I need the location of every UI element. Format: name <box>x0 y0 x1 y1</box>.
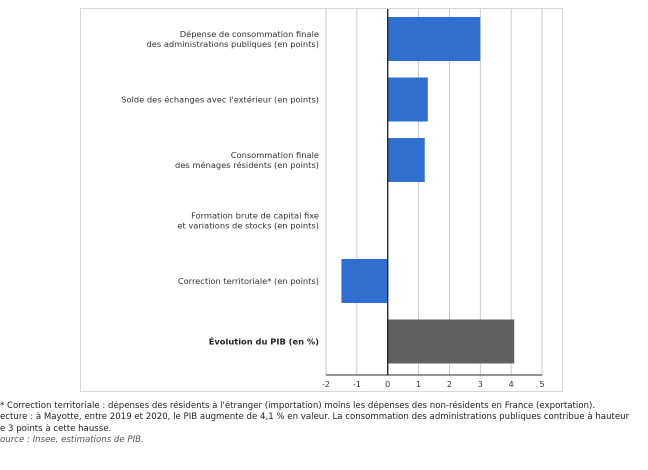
footnote-source: ource : Insee, estimations de PIB. <box>0 434 144 445</box>
footnote-correction: * Correction territoriale : dépenses des… <box>0 401 596 411</box>
x-tick-label: -2 <box>322 380 330 389</box>
footnote-correction-text: Correction territoriale : dépenses des r… <box>7 401 596 411</box>
bar-chart: -2 -1 0 1 2 3 4 5 Dépense de consommation finale… <box>121 9 545 389</box>
x-tick-label: 4 <box>509 380 514 389</box>
category-label: Solde des échanges avec l'extérieur (en … <box>121 95 319 105</box>
footnotes: * Correction territoriale : dépenses des… <box>0 401 648 446</box>
x-tick-label: 1 <box>416 380 421 389</box>
category-label: Formation brute de capital fixe et variat… <box>177 211 319 231</box>
category-label: Dépense de consommation finale des admini… <box>146 29 319 49</box>
x-tick-label: -1 <box>353 380 361 389</box>
bar <box>387 319 515 364</box>
footnote-lecture-line-1: ecture : à Mayotte, entre 2019 et 2020, … <box>0 412 630 423</box>
bar <box>341 259 388 303</box>
category-label: Correction territoriale* (en points) <box>178 276 319 286</box>
x-tick-label: 0 <box>385 380 390 389</box>
bar <box>387 17 481 61</box>
chart-frame: -2 -1 0 1 2 3 4 5 Dépense de consommation finale… <box>80 8 563 392</box>
x-tick-label: 2 <box>447 380 452 389</box>
x-tick-label: 3 <box>478 380 483 389</box>
x-tick-label: 5 <box>539 380 544 389</box>
footnote-lecture-line-2: e 3 points à cette hausse. <box>0 423 112 434</box>
category-label: Évolution du PIB (en %) <box>209 336 319 347</box>
category-label: Consommation finale des ménages résidents… <box>175 150 319 170</box>
bar <box>387 138 425 182</box>
bar <box>387 77 428 122</box>
